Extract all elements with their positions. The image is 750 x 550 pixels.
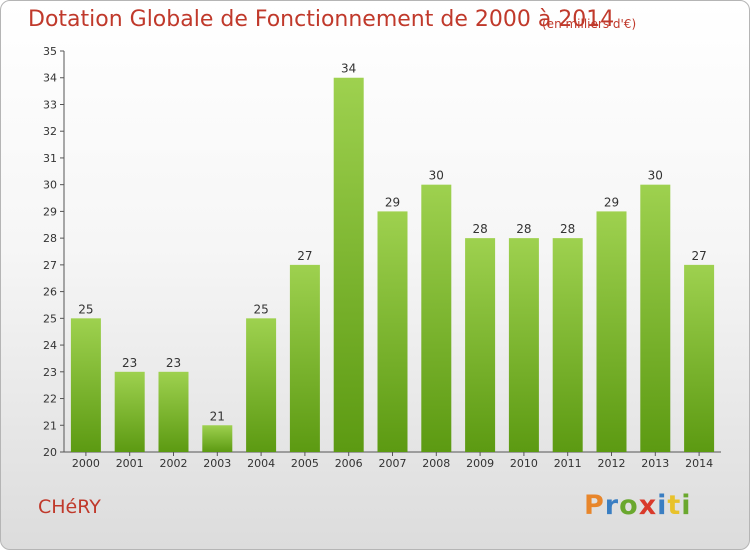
y-tick-label: 26 bbox=[43, 286, 57, 299]
bar-2013 bbox=[640, 184, 671, 452]
bar-value-label: 25 bbox=[78, 302, 93, 316]
x-tick-label: 2006 bbox=[335, 457, 363, 470]
y-tick-label: 33 bbox=[43, 98, 57, 111]
bar-2010 bbox=[508, 238, 539, 452]
x-tick-label: 2007 bbox=[379, 457, 407, 470]
bar-value-label: 27 bbox=[691, 249, 706, 263]
bar-value-label: 23 bbox=[122, 356, 137, 370]
bar-value-label: 25 bbox=[253, 302, 268, 316]
bar-value-label: 29 bbox=[385, 195, 400, 209]
x-tick-label: 2011 bbox=[554, 457, 582, 470]
logo-letter: P bbox=[584, 490, 605, 521]
bar-value-label: 29 bbox=[604, 195, 619, 209]
y-tick-label: 20 bbox=[43, 446, 57, 459]
bar-value-label: 28 bbox=[560, 222, 575, 236]
bar-2007 bbox=[377, 211, 408, 452]
y-tick-label: 34 bbox=[43, 72, 57, 85]
chart-title: Dotation Globale de Fonctionnement de 20… bbox=[28, 7, 615, 32]
logo-letter: r bbox=[604, 490, 620, 521]
bar-2011 bbox=[552, 238, 583, 452]
x-tick-label: 2013 bbox=[641, 457, 669, 470]
x-tick-label: 2008 bbox=[422, 457, 450, 470]
bar-2005 bbox=[289, 264, 320, 452]
bar-2006 bbox=[333, 77, 364, 452]
bar-value-label: 23 bbox=[166, 356, 181, 370]
x-tick-label: 2010 bbox=[510, 457, 538, 470]
logo-letter: i bbox=[681, 490, 692, 521]
chart-subtitle: (en milliers d'€) bbox=[542, 17, 637, 31]
proxiti-logo: Proxiti bbox=[584, 490, 692, 521]
bar-value-label: 30 bbox=[648, 169, 663, 183]
y-tick-label: 27 bbox=[43, 259, 57, 272]
y-tick-label: 24 bbox=[43, 339, 57, 352]
y-tick-label: 25 bbox=[43, 312, 57, 325]
bar-2001 bbox=[114, 371, 145, 452]
bar-2008 bbox=[421, 184, 452, 452]
x-tick-label: 2001 bbox=[116, 457, 144, 470]
bar-2002 bbox=[158, 371, 189, 452]
bar-2014 bbox=[684, 264, 715, 452]
bar-2004 bbox=[246, 318, 277, 452]
x-tick-label: 2003 bbox=[203, 457, 231, 470]
bar-2012 bbox=[596, 211, 627, 452]
bar-value-label: 27 bbox=[297, 249, 312, 263]
logo-letter: x bbox=[638, 490, 658, 521]
x-tick-label: 2014 bbox=[685, 457, 713, 470]
y-tick-label: 32 bbox=[43, 125, 57, 138]
commune-name: CHéRY bbox=[38, 496, 101, 518]
bar-value-label: 34 bbox=[341, 62, 356, 76]
bar-value-label: 28 bbox=[516, 222, 531, 236]
logo-letter: i bbox=[657, 490, 668, 521]
logo-letter: t bbox=[667, 490, 682, 521]
x-tick-label: 2002 bbox=[160, 457, 188, 470]
y-tick-label: 21 bbox=[43, 419, 57, 432]
logo-letter: o bbox=[619, 490, 639, 521]
x-tick-label: 2009 bbox=[466, 457, 494, 470]
bar-2003 bbox=[202, 425, 233, 452]
y-tick-label: 29 bbox=[43, 205, 57, 218]
bar-2000 bbox=[70, 318, 101, 452]
y-tick-label: 28 bbox=[43, 232, 57, 245]
y-tick-label: 22 bbox=[43, 393, 57, 406]
y-tick-label: 35 bbox=[43, 45, 57, 58]
bar-value-label: 21 bbox=[210, 409, 225, 423]
y-tick-label: 23 bbox=[43, 366, 57, 379]
bar-2009 bbox=[465, 238, 496, 452]
bar-value-label: 28 bbox=[472, 222, 487, 236]
bar-value-label: 30 bbox=[429, 169, 444, 183]
x-tick-label: 2000 bbox=[72, 457, 100, 470]
x-tick-label: 2004 bbox=[247, 457, 275, 470]
x-tick-label: 2012 bbox=[598, 457, 626, 470]
x-tick-label: 2005 bbox=[291, 457, 319, 470]
y-tick-label: 31 bbox=[43, 152, 57, 165]
y-tick-label: 30 bbox=[43, 179, 57, 192]
